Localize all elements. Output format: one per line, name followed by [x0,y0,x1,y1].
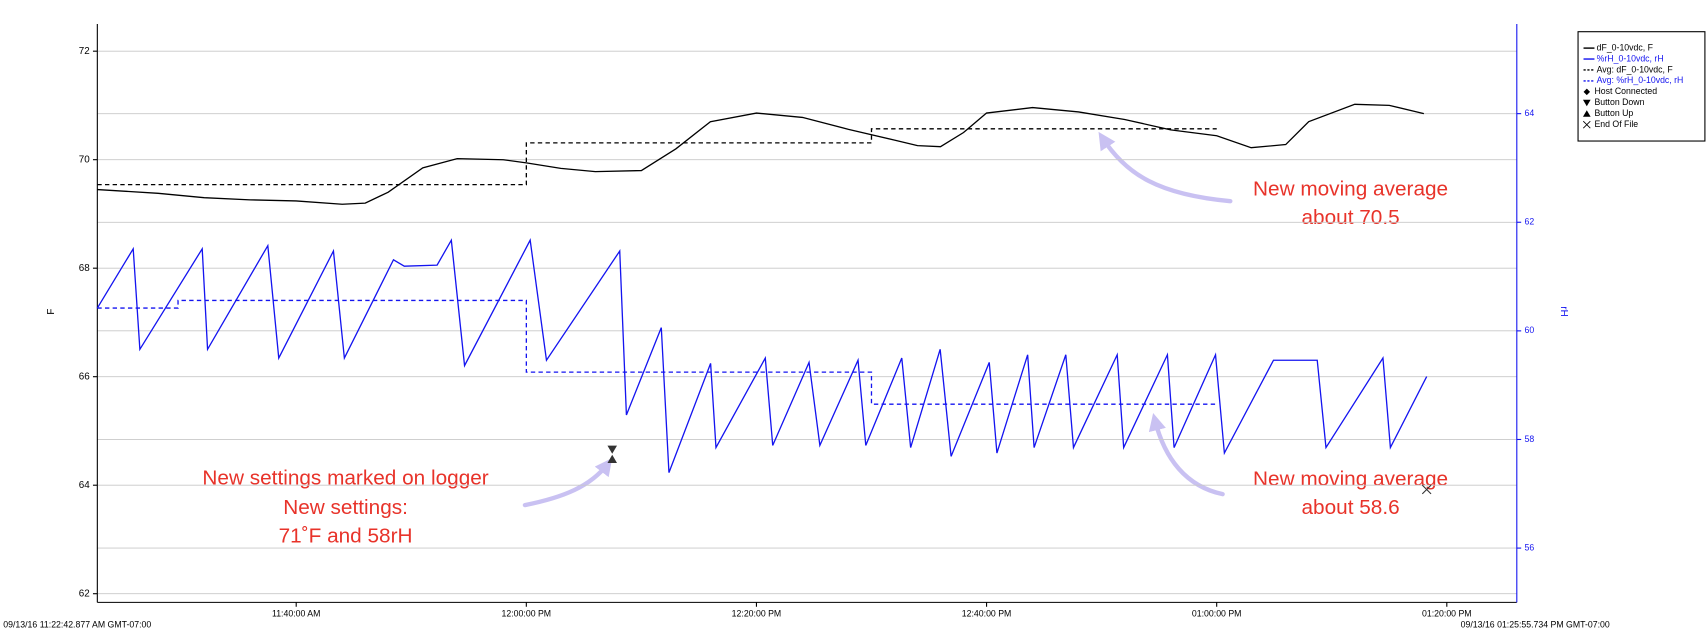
legend-label: dF_0-10vdc, F [1597,42,1653,52]
legend-label: Button Up [1594,108,1633,118]
annotation-arrow [522,457,613,508]
y-tick-label: 70 [79,154,90,165]
y2-tick-label: 58 [1524,434,1534,444]
event-marker [1583,88,1591,96]
y-tick-label: 66 [79,371,90,382]
legend-box [1577,31,1706,142]
y-tick-label: 72 [79,46,90,57]
legend-label: Avg: dF_0-10vdc, F [1597,64,1673,74]
event-marker [1582,99,1591,107]
y2-tick-label: 56 [1524,542,1534,552]
x-tick-label: 12:00:00 PM [502,609,552,619]
event-marker [1421,484,1432,495]
event-marker [1582,110,1591,117]
average-line [97,128,1217,186]
average-line [97,299,1217,405]
legend-label: Avg: %rH_0-10vdc, rH [1597,75,1684,85]
start-label: 09/13/16 11:22:42.877 AM GMT-07:00 [3,620,151,630]
y2-tick-label: 60 [1524,325,1534,335]
legend-label: Host Connected [1594,86,1657,96]
series-line [97,103,1425,205]
x-tick-label: 12:20:00 PM [732,609,782,619]
event-marker [607,454,618,463]
annotation: 71˚F and 58rH [279,524,413,547]
x-tick-label: 01:00:00 PM [1192,609,1242,619]
annotation: about 70.5 [1301,206,1399,229]
annotation-arrow [1098,131,1233,204]
end-label: 09/13/16 01:25:55.734 PM GMT-07:00 [1461,620,1610,630]
y-tick-label: 62 [79,588,90,599]
event-marker [1582,120,1591,129]
y2-tick-label: 62 [1524,217,1534,227]
annotation: New moving average [1253,467,1448,490]
y-axis-label: F [46,309,57,315]
y-tick-label: 64 [79,480,90,491]
y2-axis-label: rH [1558,306,1569,316]
x-tick-label: 11:40:00 AM [272,609,320,619]
legend-label: Button Down [1594,97,1644,107]
legend-label: End Of File [1594,119,1638,129]
annotation: New moving average [1253,178,1448,201]
y-tick-label: 68 [79,263,90,274]
annotation-arrow [1148,413,1225,497]
event-marker [607,445,618,454]
legend-label: %rH_0-10vdc, rH [1597,53,1664,63]
annotation: New settings: [283,496,408,519]
x-tick-label: 01:20:00 PM [1422,609,1472,619]
annotation: New settings marked on logger [202,466,488,489]
series-line [96,238,1428,473]
annotation: about 58.6 [1301,496,1399,519]
x-tick-label: 12:40:00 PM [962,609,1012,619]
y2-tick-label: 64 [1524,108,1534,118]
